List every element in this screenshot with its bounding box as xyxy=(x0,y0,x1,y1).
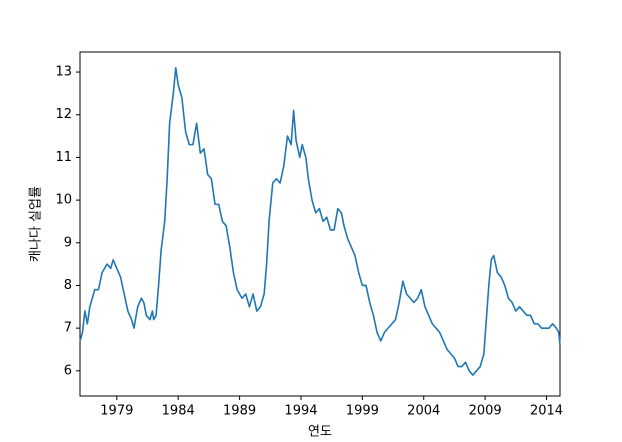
x-tick-label: 1994 xyxy=(284,404,317,419)
x-tick-label: 2004 xyxy=(407,404,440,419)
data-line xyxy=(79,66,561,376)
plot-frame xyxy=(79,51,561,397)
x-tick-label: 1984 xyxy=(162,404,195,419)
x-tick-label: 1979 xyxy=(100,404,133,419)
x-tick-label: 1989 xyxy=(223,404,256,419)
x-tick-label: 2014 xyxy=(530,404,563,419)
x-axis-label: 연도 xyxy=(308,425,332,440)
y-tick-label: 9 xyxy=(64,235,72,250)
x-tick-label: 1999 xyxy=(346,404,379,419)
y-tick-label: 10 xyxy=(55,193,72,208)
x-tick-label: 2009 xyxy=(469,404,502,419)
y-tick-label: 13 xyxy=(55,65,72,80)
y-tick-label: 8 xyxy=(64,278,72,293)
y-axis-label: 캐나다 실업률 xyxy=(29,186,44,262)
y-tick-label: 12 xyxy=(55,107,72,122)
y-tick-label: 11 xyxy=(55,150,72,165)
y-tick-label: 7 xyxy=(64,321,72,336)
y-tick-label: 6 xyxy=(64,363,72,378)
